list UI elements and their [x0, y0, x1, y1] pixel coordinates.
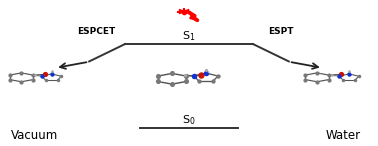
Text: Vacuum: Vacuum	[11, 129, 58, 142]
Text: S$_0$: S$_0$	[182, 113, 196, 127]
Text: Water: Water	[326, 129, 361, 142]
Text: ESPT: ESPT	[268, 27, 294, 36]
Text: ESPCET: ESPCET	[77, 27, 116, 36]
Text: S$_1$: S$_1$	[182, 29, 196, 43]
